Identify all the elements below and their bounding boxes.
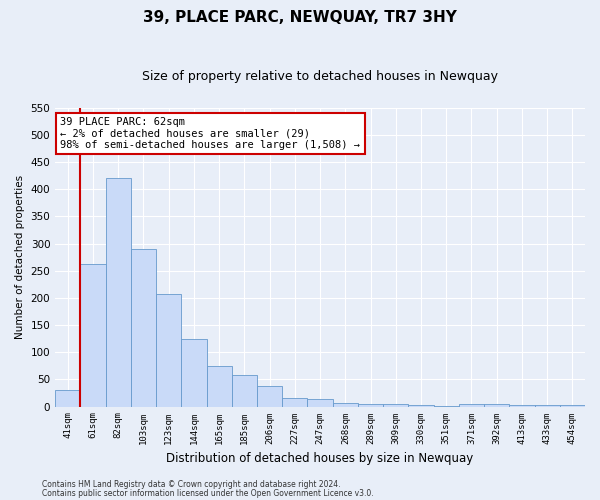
Bar (560, 405, 585, 406)
Bar (459, 404, 484, 406)
Bar (257, 386, 282, 406)
Bar (232, 375, 257, 406)
Bar (106, 178, 131, 406)
Text: 39 PLACE PARC: 62sqm
← 2% of detached houses are smaller (29)
98% of semi-detach: 39 PLACE PARC: 62sqm ← 2% of detached ho… (61, 116, 361, 150)
Bar (206, 366, 232, 406)
Bar (358, 404, 383, 406)
Y-axis label: Number of detached properties: Number of detached properties (15, 175, 25, 339)
Title: Size of property relative to detached houses in Newquay: Size of property relative to detached ho… (142, 70, 498, 83)
Bar (535, 405, 560, 406)
X-axis label: Distribution of detached houses by size in Newquay: Distribution of detached houses by size … (166, 452, 474, 465)
Text: Contains HM Land Registry data © Crown copyright and database right 2024.: Contains HM Land Registry data © Crown c… (42, 480, 341, 489)
Bar (484, 404, 509, 406)
Bar (131, 249, 156, 406)
Bar (307, 400, 332, 406)
Bar (55, 390, 80, 406)
Bar (181, 338, 206, 406)
Bar (332, 404, 358, 406)
Bar (80, 264, 106, 406)
Text: 39, PLACE PARC, NEWQUAY, TR7 3HY: 39, PLACE PARC, NEWQUAY, TR7 3HY (143, 10, 457, 25)
Bar (156, 294, 181, 406)
Bar (509, 405, 535, 406)
Text: Contains public sector information licensed under the Open Government Licence v3: Contains public sector information licen… (42, 490, 374, 498)
Bar (282, 398, 307, 406)
Bar (383, 404, 409, 406)
